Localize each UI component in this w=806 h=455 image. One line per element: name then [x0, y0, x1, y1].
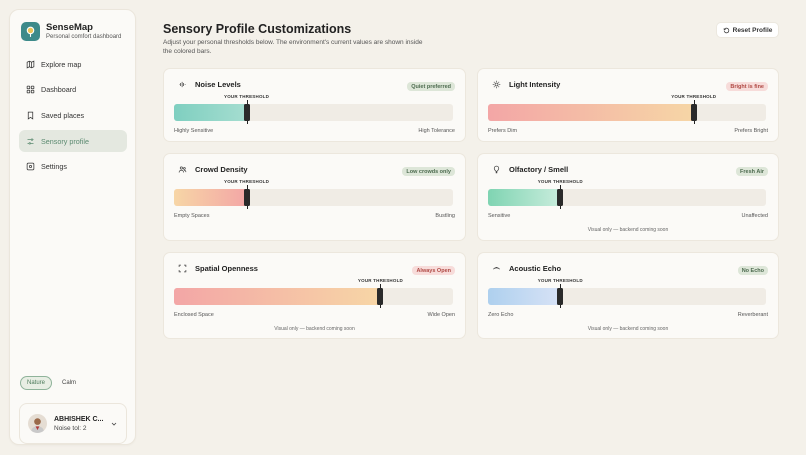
app-name: SenseMap — [46, 22, 93, 33]
chevron-down-icon[interactable] — [110, 420, 118, 428]
threshold-label: YOUR THRESHOLD — [357, 278, 403, 283]
range-max-label: High Tolerance — [418, 128, 455, 134]
user-detail: Noise tol: 2 — [54, 424, 87, 432]
backend-note: Visual only — backend coming soon — [274, 326, 355, 332]
range-max-label: Prefers Bright — [734, 128, 768, 134]
threshold-slider-handle[interactable] — [377, 288, 384, 305]
sidebar: SenseMap Personal comfort dashboard Expl… — [9, 9, 136, 445]
range-track[interactable] — [174, 104, 453, 121]
backend-note: Visual only — backend coming soon — [587, 227, 669, 233]
card-title: Noise Levels — [195, 80, 241, 89]
audio-waves-icon — [179, 81, 186, 88]
card-title: Light Intensity — [509, 80, 561, 89]
echo-icon — [493, 267, 500, 270]
card-title: Crowd Density — [195, 165, 248, 174]
range-max-label: Wide Open — [427, 312, 455, 318]
range-min-label: Highly Sensitive — [174, 128, 214, 134]
status-badge: Fresh Air — [736, 167, 768, 176]
reset-icon — [723, 27, 729, 33]
status-badge: Bright is fine — [726, 82, 768, 91]
settings-icon — [26, 163, 35, 171]
status-badge: Always Open — [412, 266, 455, 275]
current-value-bar — [174, 104, 247, 121]
user-name: ABHISHEK C... — [54, 415, 104, 423]
card-title: Acoustic Echo — [509, 264, 562, 273]
sidebar-item-label: Explore map — [41, 59, 82, 69]
app-subtitle: Personal comfort dashboard — [46, 34, 122, 40]
range-track[interactable] — [174, 189, 453, 206]
users-icon — [178, 166, 187, 173]
reset-label: Reset Profile — [732, 26, 773, 34]
sidebar-item-label: Sensory profile — [41, 136, 89, 146]
reset-profile-button[interactable]: Reset Profile — [716, 22, 779, 38]
threshold-label: YOUR THRESHOLD — [671, 94, 717, 99]
user-card[interactable]: ABHISHEK C... Noise tol: 2 — [19, 403, 127, 444]
mode-chip-calm[interactable]: Calm — [62, 380, 77, 386]
threshold-slider-handle[interactable] — [243, 189, 250, 206]
avatar — [28, 414, 47, 433]
range-track[interactable] — [174, 288, 453, 305]
card-title: Olfactory / Smell — [509, 165, 569, 174]
range-max-label: Unaffected — [741, 213, 768, 219]
sidebar-item-explore-map[interactable]: Explore map — [19, 53, 127, 75]
status-badge: Quiet preferred — [407, 82, 455, 91]
grid-icon — [26, 85, 35, 94]
range-min-label: Zero Echo — [488, 312, 514, 318]
threshold-label: YOUR THRESHOLD — [224, 179, 270, 184]
sliders-icon — [27, 138, 34, 145]
range-min-label: Sensitive — [488, 213, 511, 219]
card-title: Spatial Openness — [195, 264, 258, 273]
sidebar-item-label: Saved places — [41, 110, 85, 120]
mode-chips: Nature Calm — [20, 376, 82, 390]
page-title: Sensory Profile Customizations — [163, 22, 352, 36]
threshold-label: YOUR THRESHOLD — [537, 278, 583, 283]
range-max-label: Reverberant — [737, 312, 768, 318]
page-subtitle: Adjust your personal thresholds below. T… — [163, 39, 423, 55]
expand-icon — [178, 264, 187, 273]
card-acoustic-echo: Acoustic Echo No Echo YOUR THRESHOLD Zero E… — [477, 252, 779, 339]
backend-note: Visual only — backend coming soon — [587, 326, 669, 332]
threshold-slider-handle[interactable] — [243, 104, 250, 121]
card-light-intensity: Light Intensity Bright is fine YOUR THRESH… — [477, 68, 779, 142]
map-icon — [26, 60, 35, 68]
logo-icon — [21, 22, 40, 41]
current-value-bar — [488, 189, 561, 206]
threshold-slider-handle[interactable] — [557, 288, 564, 305]
sidebar-nav: Explore map Dashboard Saved places Senso… — [19, 53, 127, 181]
current-value-bar — [174, 189, 247, 206]
threshold-label: YOUR THRESHOLD — [537, 179, 583, 184]
status-badge: No Echo — [737, 266, 768, 275]
brand[interactable]: SenseMap Personal comfort dashboard — [21, 22, 121, 41]
sidebar-item-saved-places[interactable]: Saved places — [19, 104, 127, 126]
range-track[interactable] — [488, 288, 766, 305]
card-noise-levels: Noise Levels Quiet preferred YOUR THRESHOL… — [163, 68, 466, 142]
threshold-label: YOUR THRESHOLD — [224, 94, 270, 99]
scent-icon — [493, 165, 500, 174]
current-value-bar — [488, 288, 561, 305]
mode-chip-nature[interactable]: Nature — [20, 376, 53, 390]
range-min-label: Prefers Dim — [488, 128, 518, 134]
range-max-label: Bustling — [435, 213, 455, 219]
threshold-slider-handle[interactable] — [690, 104, 697, 121]
sidebar-item-label: Settings — [41, 162, 67, 172]
threshold-slider-handle[interactable] — [557, 189, 564, 206]
card-olfactory-smell: Olfactory / Smell Fresh Air YOUR THRESHOLD… — [477, 153, 779, 241]
sidebar-item-label: Dashboard — [41, 85, 77, 95]
current-value-bar — [488, 104, 694, 121]
sidebar-item-settings[interactable]: Settings — [19, 156, 127, 178]
range-track[interactable] — [488, 189, 766, 206]
sidebar-item-sensory-profile[interactable]: Sensory profile — [19, 130, 127, 153]
range-min-label: Empty Spaces — [174, 213, 210, 219]
range-min-label: Enclosed Space — [174, 312, 214, 318]
current-value-bar — [174, 288, 381, 305]
range-track[interactable] — [488, 104, 766, 121]
bookmark-icon — [27, 111, 34, 120]
sun-icon — [492, 80, 501, 89]
card-spatial-openness: Spatial Openness Always Open YOUR THRESHOL… — [163, 252, 466, 339]
sidebar-item-dashboard[interactable]: Dashboard — [19, 79, 127, 101]
card-crowd-density: Crowd Density Low crowds only YOUR THRESHO… — [163, 153, 466, 241]
status-badge: Low crowds only — [402, 167, 455, 176]
